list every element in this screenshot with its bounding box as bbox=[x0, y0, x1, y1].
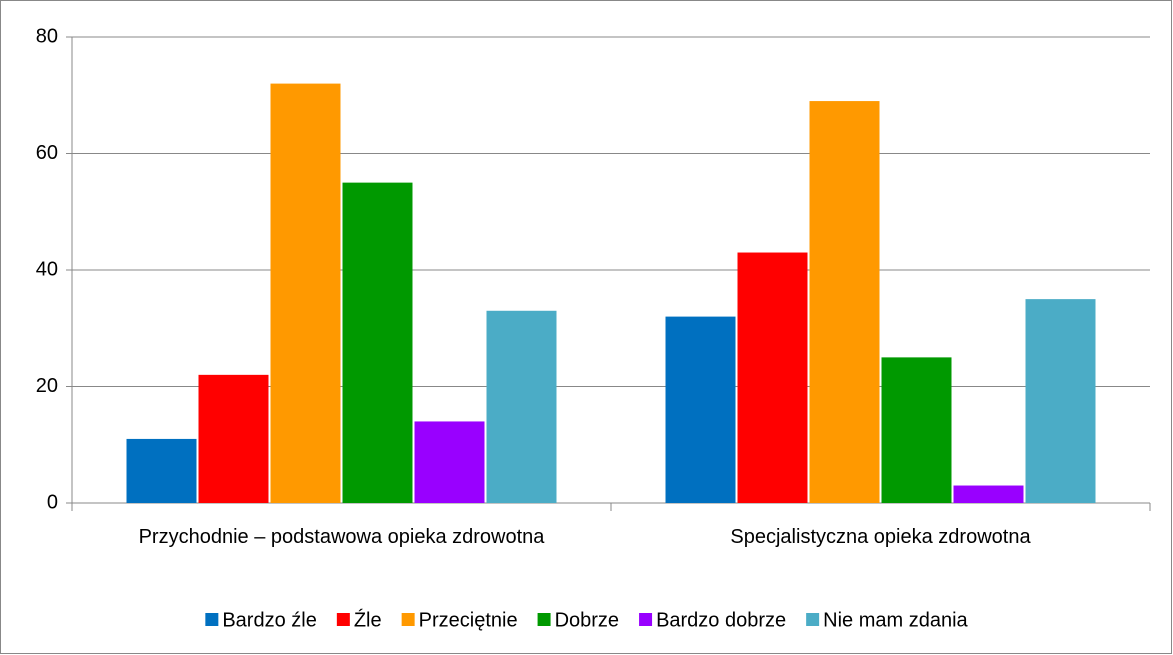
bar bbox=[737, 252, 808, 503]
x-tick-label: Przychodnie – podstawowa opieka zdrowotn… bbox=[138, 526, 545, 548]
legend-swatch bbox=[336, 613, 350, 626]
legend-swatch bbox=[401, 613, 415, 626]
bar bbox=[486, 310, 557, 503]
legend-label: Nie mam zdania bbox=[823, 609, 968, 631]
bar bbox=[1025, 299, 1096, 503]
y-tick-label: 20 bbox=[36, 375, 58, 397]
legend-swatch bbox=[205, 613, 219, 626]
bar bbox=[665, 316, 736, 503]
bar bbox=[953, 485, 1024, 503]
x-tick-label: Specjalistyczna opieka zdrowotna bbox=[730, 526, 1031, 548]
y-tick-label: 80 bbox=[36, 25, 58, 47]
bar bbox=[126, 438, 197, 503]
legend-swatch bbox=[537, 613, 551, 626]
bar bbox=[198, 374, 269, 503]
bar bbox=[342, 182, 413, 503]
y-tick-label: 40 bbox=[36, 258, 58, 280]
y-tick-label: 60 bbox=[36, 142, 58, 164]
bar bbox=[881, 357, 952, 503]
legend-swatch bbox=[806, 613, 820, 626]
bar bbox=[809, 101, 880, 503]
y-tick-label: 0 bbox=[47, 491, 58, 513]
legend-label: Przeciętnie bbox=[419, 609, 518, 631]
legend-label: Bardzo dobrze bbox=[656, 609, 786, 631]
legend-swatch bbox=[639, 613, 653, 626]
legend-label: Bardzo źle bbox=[222, 609, 317, 631]
legend-label: Źle bbox=[354, 608, 382, 631]
bar bbox=[414, 421, 485, 503]
bar bbox=[270, 83, 341, 503]
legend-label: Dobrze bbox=[555, 609, 619, 631]
